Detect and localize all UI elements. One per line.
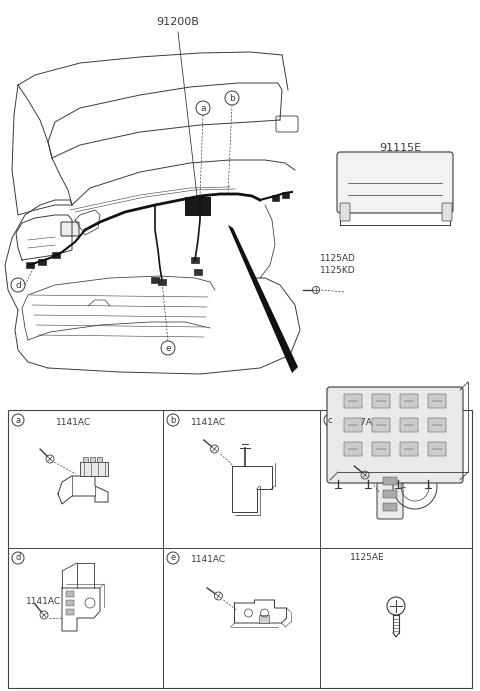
- Bar: [66, 609, 74, 615]
- Text: e: e: [170, 553, 176, 562]
- Bar: [191, 257, 199, 263]
- Bar: [372, 442, 390, 456]
- Bar: [8, 410, 472, 688]
- Bar: [194, 269, 202, 275]
- Bar: [52, 252, 60, 258]
- Bar: [428, 442, 446, 456]
- Bar: [90, 457, 95, 462]
- Bar: [272, 195, 279, 201]
- Text: 91200B: 91200B: [156, 17, 199, 27]
- Text: 1327AC: 1327AC: [344, 417, 379, 426]
- Text: 1125AD: 1125AD: [320, 254, 356, 263]
- Bar: [344, 418, 362, 432]
- Text: 1125AE: 1125AE: [350, 553, 384, 562]
- Bar: [383, 477, 397, 485]
- Bar: [344, 394, 362, 408]
- Polygon shape: [228, 225, 298, 373]
- Bar: [400, 418, 418, 432]
- Bar: [372, 418, 390, 432]
- Text: 91115E: 91115E: [379, 143, 421, 153]
- FancyBboxPatch shape: [340, 203, 350, 221]
- FancyBboxPatch shape: [80, 462, 108, 476]
- FancyBboxPatch shape: [377, 470, 403, 519]
- Bar: [66, 600, 74, 606]
- FancyBboxPatch shape: [337, 152, 453, 213]
- Bar: [158, 279, 166, 285]
- Text: e: e: [165, 343, 171, 352]
- Text: a: a: [200, 104, 206, 113]
- Text: 1141AC: 1141AC: [191, 556, 226, 565]
- Text: 1141AC: 1141AC: [56, 417, 91, 426]
- Bar: [97, 457, 102, 462]
- FancyBboxPatch shape: [442, 203, 452, 221]
- Text: d: d: [15, 553, 21, 562]
- Bar: [344, 442, 362, 456]
- Bar: [83, 457, 88, 462]
- Bar: [428, 418, 446, 432]
- Text: d: d: [15, 281, 21, 290]
- Text: 1141AC: 1141AC: [26, 598, 61, 607]
- Bar: [400, 442, 418, 456]
- Text: 1125KD: 1125KD: [320, 265, 356, 274]
- Bar: [26, 262, 34, 268]
- Bar: [259, 615, 268, 623]
- Bar: [151, 277, 159, 283]
- Bar: [428, 394, 446, 408]
- Text: b: b: [229, 93, 235, 102]
- Bar: [38, 259, 46, 265]
- FancyBboxPatch shape: [327, 387, 463, 483]
- Bar: [372, 394, 390, 408]
- Text: c: c: [328, 415, 332, 424]
- Text: a: a: [15, 415, 21, 424]
- Text: 1141AC: 1141AC: [191, 417, 226, 426]
- Bar: [282, 192, 289, 198]
- Bar: [185, 197, 210, 215]
- Bar: [66, 591, 74, 597]
- Bar: [383, 490, 397, 498]
- Bar: [383, 503, 397, 511]
- Bar: [400, 394, 418, 408]
- FancyBboxPatch shape: [61, 222, 79, 236]
- Text: b: b: [170, 415, 176, 424]
